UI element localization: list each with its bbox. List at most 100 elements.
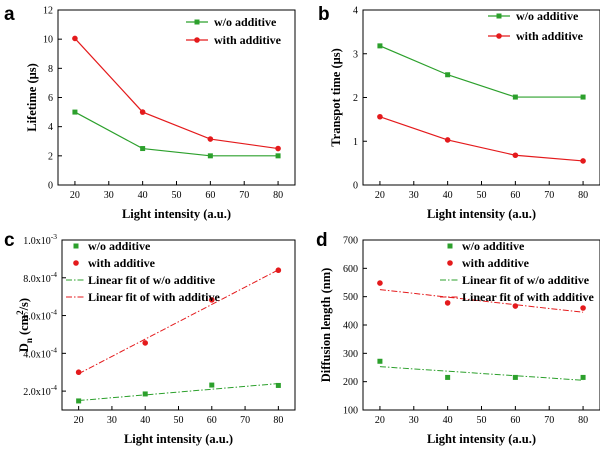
- tick-mantissa: 8.0x: [23, 274, 41, 285]
- data-point-wo-additive: [72, 109, 78, 115]
- y-tick-label: 2: [353, 93, 358, 104]
- x-tick-label: 70: [239, 190, 249, 201]
- y-tick-label: 2: [48, 151, 53, 162]
- tick-base: 10: [41, 349, 51, 360]
- x-axis-label: Light intensity (a.u.): [124, 432, 233, 446]
- legend-marker-with-additive: [73, 260, 79, 266]
- y-tick-label: 3: [353, 49, 358, 60]
- panel-label: d: [316, 230, 328, 251]
- x-tick-label: 30: [107, 415, 117, 426]
- y-tick-label: 4: [353, 6, 358, 17]
- ylabel-superscript: 2: [15, 310, 25, 315]
- y-tick-label: 700: [343, 236, 358, 247]
- ylabel-symbol: D: [17, 343, 31, 352]
- tick-exponent: -4: [51, 308, 57, 317]
- tick-mantissa: 4.0x: [23, 349, 41, 360]
- x-tick-label: 80: [273, 190, 283, 201]
- y-axis-label: Diffusion length (nm): [319, 268, 333, 383]
- y-tick-label: 200: [343, 377, 358, 388]
- legend-marker-with-additive: [194, 37, 200, 43]
- x-tick-label: 80: [578, 415, 588, 426]
- data-point-with-additive: [139, 109, 146, 115]
- data-point-wo-additive: [275, 153, 281, 159]
- x-tick-label: 80: [578, 190, 588, 201]
- series-line-with-additive: [74, 38, 279, 150]
- panel-d: d 20 30 40 50 60 70 80 100 200 300 400 500 600 700 Ligh…: [316, 230, 600, 446]
- legend-marker-with-additive: [447, 260, 453, 266]
- x-axis-label: Light intensity (a.u.): [427, 432, 536, 446]
- legend-label-with-additive: with additive: [88, 256, 156, 270]
- y-tick-label: 8.0x10-4: [23, 270, 57, 285]
- data-point-wo-additive: [580, 374, 586, 380]
- y-axis-label: Dn (cm2/s): [15, 298, 34, 352]
- tick-exponent: -4: [51, 345, 57, 354]
- data-point-with-additive: [444, 137, 451, 143]
- data-point-wo-additive: [209, 382, 215, 388]
- y-tick-label: 300: [343, 349, 358, 360]
- x-tick-label: 70: [544, 190, 554, 201]
- data-point-wo-additive: [377, 43, 383, 49]
- data-point-with-additive: [512, 152, 519, 159]
- x-axis-label: Light intensity (a.u.): [427, 207, 536, 221]
- y-tick-label: 100: [343, 406, 358, 417]
- tick-exponent: -4: [51, 270, 57, 279]
- legend-fit-label-wo-additive: Linear fit of w/o additive: [462, 273, 590, 287]
- tick-exponent: -4: [51, 383, 57, 392]
- data-point-wo-additive: [445, 374, 451, 380]
- legend-label-wo-additive: w/o additive: [88, 239, 151, 253]
- fit-line-with-additive: [379, 289, 584, 313]
- tick-base: 10: [41, 274, 51, 285]
- x-tick-label: 50: [477, 415, 487, 426]
- y-tick-label: 8: [48, 64, 53, 75]
- panel-b: b 20 30 40 50 60 70 80 0 1 2 3 4 Light intensity (a.u…: [318, 4, 600, 221]
- legend-fit-label-with-additive: Linear fit of with additive: [88, 290, 220, 304]
- y-axis-label: Lifetime (μs): [25, 63, 39, 132]
- x-tick-label: 20: [375, 190, 385, 201]
- data-point-wo-additive: [512, 94, 518, 100]
- legend-label-with-additive: with additive: [462, 256, 530, 270]
- series-line-wo-additive: [74, 111, 279, 157]
- data-point-with-additive: [142, 340, 149, 346]
- data-point-wo-additive: [142, 391, 148, 397]
- x-tick-label: 20: [74, 415, 84, 426]
- tick-mantissa: 2.0x: [23, 387, 41, 398]
- data-point-wo-additive: [207, 153, 213, 159]
- fit-line-wo-additive: [78, 383, 279, 402]
- x-tick-label: 50: [172, 190, 182, 201]
- x-tick-label: 30: [104, 190, 114, 201]
- legend-marker-wo-additive: [194, 19, 200, 25]
- x-tick-label: 60: [205, 190, 215, 201]
- x-tick-label: 40: [443, 190, 453, 201]
- data-point-wo-additive: [512, 374, 518, 380]
- y-tick-label: 400: [343, 321, 358, 332]
- x-tick-label: 20: [375, 415, 385, 426]
- y-tick-label: 1: [353, 137, 358, 148]
- data-point-with-additive: [275, 145, 281, 152]
- tick-base: 10: [41, 387, 51, 398]
- y-tick-label: 1.0x10-3: [23, 232, 57, 247]
- fit-line-with-additive: [78, 269, 279, 375]
- tick-base: 10: [41, 312, 51, 323]
- data-point-with-additive: [75, 369, 82, 376]
- data-point-with-additive: [377, 280, 383, 286]
- y-tick-label: 10: [43, 35, 53, 46]
- x-tick-label: 30: [409, 415, 419, 426]
- x-tick-label: 60: [510, 415, 520, 426]
- tick-mantissa: 6.0x: [23, 312, 41, 323]
- series-line-wo-additive: [379, 45, 584, 98]
- data-point-with-additive: [580, 305, 586, 311]
- x-tick-label: 70: [544, 415, 554, 426]
- data-point-wo-additive: [275, 382, 281, 388]
- y-tick-label: 0: [353, 181, 358, 192]
- data-point-with-additive: [580, 158, 586, 164]
- legend-marker-with-additive: [496, 33, 502, 39]
- panel-label: a: [4, 4, 15, 25]
- legend-marker-wo-additive: [496, 13, 502, 19]
- x-tick-label: 40: [138, 190, 148, 201]
- y-tick-label: 600: [343, 264, 358, 275]
- legend-label-wo-additive: w/o additive: [462, 239, 525, 253]
- y-tick-label: 4.0x10-4: [23, 345, 57, 360]
- data-point-with-additive: [207, 136, 214, 142]
- data-point-wo-additive: [140, 146, 146, 152]
